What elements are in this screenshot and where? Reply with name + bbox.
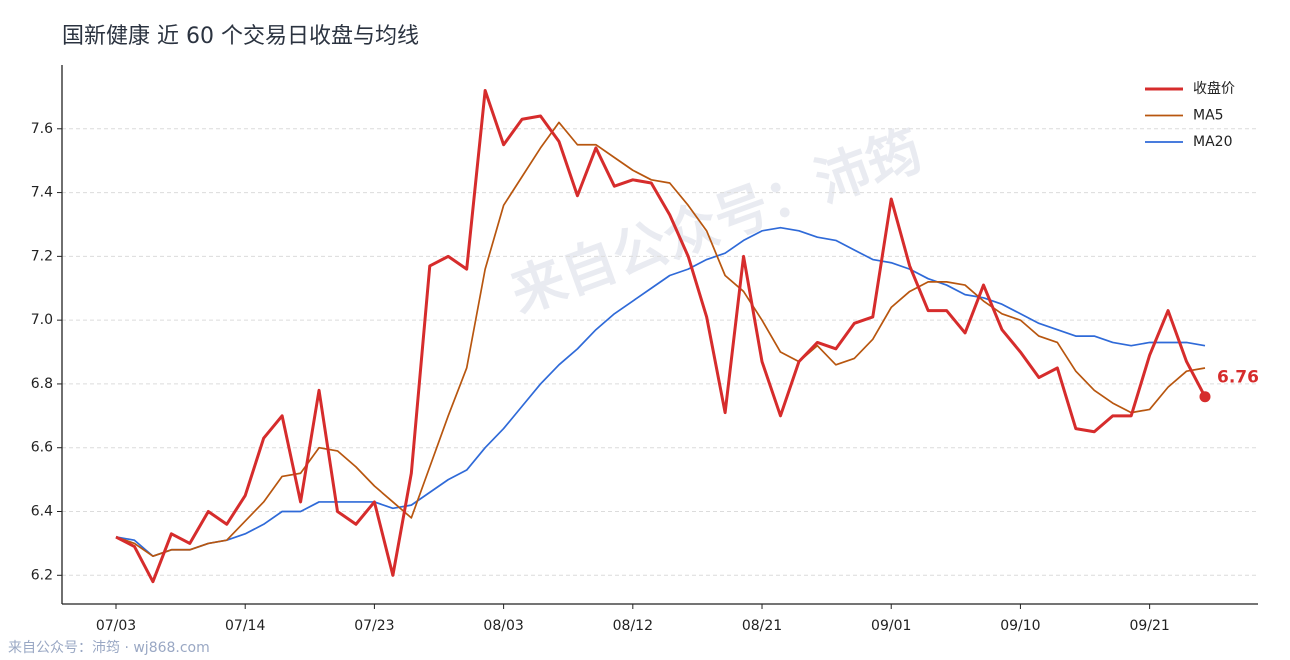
x-tick-label: 08/21 [742,618,782,634]
x-tick-label: 07/03 [96,618,136,634]
plot-area: 6.2 6.4 6.6 6.8 7.0 7.2 7.4 7.6 07/03 07/14 07/23 0… [31,65,1259,634]
y-tick-label: 6.6 [31,440,53,456]
y-tick-label: 6.4 [31,504,53,520]
x-tick-label: 09/10 [1000,618,1040,634]
legend-label: MA5 [1193,108,1224,124]
watermark: 来自公众号：沛筠 [503,118,930,325]
x-tick-label: 08/12 [613,618,653,634]
y-tick-label: 7.0 [31,312,53,328]
x-tick-label: 08/03 [483,618,523,634]
legend-label: MA20 [1193,134,1232,150]
x-tick-label: 09/21 [1129,618,1169,634]
x-tick-label: 07/14 [225,618,265,634]
legend-label: 收盘价 [1193,80,1235,97]
x-tick-label: 07/23 [354,618,394,634]
y-tick-label: 7.6 [31,121,53,137]
series-line [115,121,1206,558]
series-line [115,226,1206,558]
x-tick-label: 09/01 [871,618,911,634]
last-value-label: 6.76 [1217,368,1259,388]
chart-title: 国新健康 近 60 个交易日收盘与均线 [62,24,419,49]
y-tick-label: 7.2 [31,248,53,264]
last-point [1199,391,1211,403]
y-tick-label: 6.2 [31,567,53,583]
y-tick-label: 7.4 [31,185,53,201]
y-tick-label: 6.8 [31,376,53,392]
series-line [115,89,1207,584]
footer: 来自公众号：沛筠 · wj868.com [8,639,210,656]
